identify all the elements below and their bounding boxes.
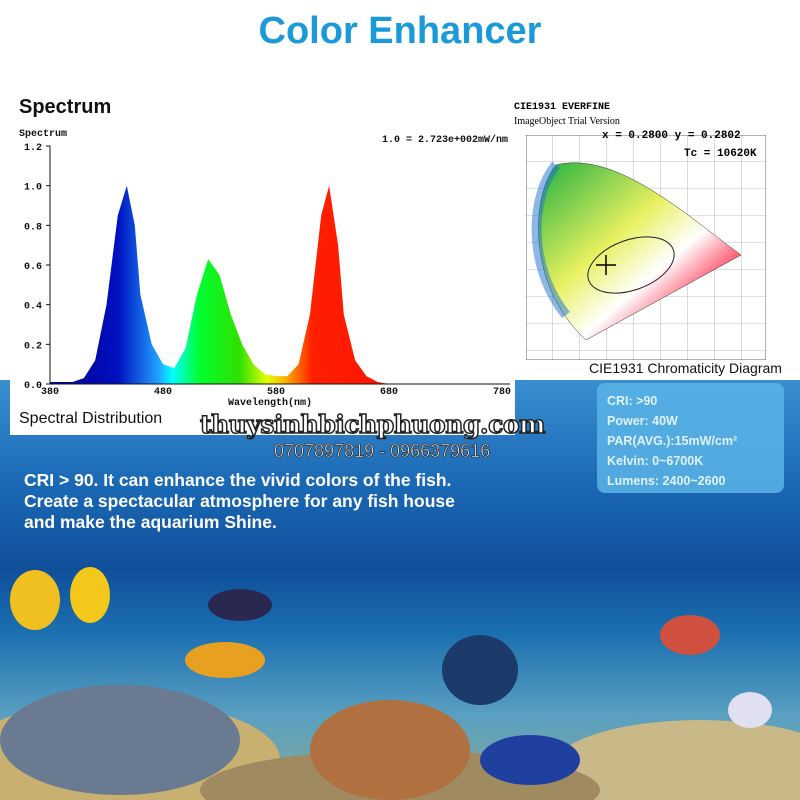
y-tick-label: 0.4 (24, 302, 42, 313)
x-tick-label: 580 (267, 387, 285, 398)
x-axis-label: Wavelength(nm) (228, 397, 312, 409)
x-tick-label: 480 (154, 387, 172, 398)
cie-diagram-panel: CIE1931 EVERFINE ImageObject Trial Versi… (512, 95, 800, 380)
y-tick-label: 0.6 (24, 262, 42, 273)
spectrum-chart: Spectrum 1.0 = 2.723e+002mW/nm Wavelengt… (19, 129, 511, 409)
description-line: and make the aquarium Shine. (24, 512, 277, 532)
watermark: thuysinhbichphuong.com (199, 409, 546, 440)
spec-power: Power: 40W (607, 414, 678, 428)
cie-caption: CIE1931 Chromaticity Diagram (585, 360, 786, 376)
specs-box: CRI: >90 Power: 40W PAR(AVG.):15mW/cm² K… (597, 383, 784, 493)
description-line: Create a spectacular atmosphere for any … (24, 491, 455, 511)
spec-cri: CRI: >90 (607, 394, 658, 408)
description-line: CRI > 90. It can enhance the vivid color… (24, 470, 452, 490)
chromaticity-diagram (526, 135, 766, 360)
description: CRI > 90. It can enhance the vivid color… (24, 470, 455, 533)
x-tick-label: 780 (493, 387, 511, 398)
phone-numbers: 0707897819 - 0966379616 (274, 441, 491, 462)
cie-coordinates: x = 0.2800 y = 0.2802 (602, 130, 741, 142)
coral-reef-fish-illustration (0, 567, 800, 800)
y-tick-label: 1.0 (24, 183, 42, 194)
y-tick-label: 0.0 (24, 381, 42, 392)
y-tick-label: 0.2 (24, 341, 42, 352)
page-title: Color Enhancer (258, 10, 542, 52)
x-tick-label: 680 (380, 387, 398, 398)
spectrum-panel: Spectrum Spectrum 1.0 = 2.723e+002mW/nm … (10, 90, 515, 435)
scale-annotation: 1.0 = 2.723e+002mW/nm (382, 134, 508, 146)
cie-subheader: ImageObject Trial Version (514, 116, 620, 127)
crosshair-marker (596, 255, 616, 275)
y-axis-label: Spectrum (19, 129, 67, 140)
spec-kelvin: Kelvin: 0~6700K (607, 454, 704, 468)
cie-header: CIE1931 EVERFINE (514, 102, 611, 113)
spec-lumens: Lumens: 2400~2600 (607, 474, 726, 488)
spectrum-heading: Spectrum (19, 96, 112, 118)
y-tick-label: 1.2 (24, 143, 42, 154)
spectral-distribution-caption: Spectral Distribution (19, 410, 163, 427)
spec-par: PAR(AVG.):15mW/cm² (607, 434, 738, 448)
color-temperature: Tc = 10620K (684, 148, 757, 160)
x-tick-label: 380 (41, 387, 59, 398)
spectrum-area (50, 185, 502, 384)
y-tick-label: 0.8 (24, 222, 42, 233)
